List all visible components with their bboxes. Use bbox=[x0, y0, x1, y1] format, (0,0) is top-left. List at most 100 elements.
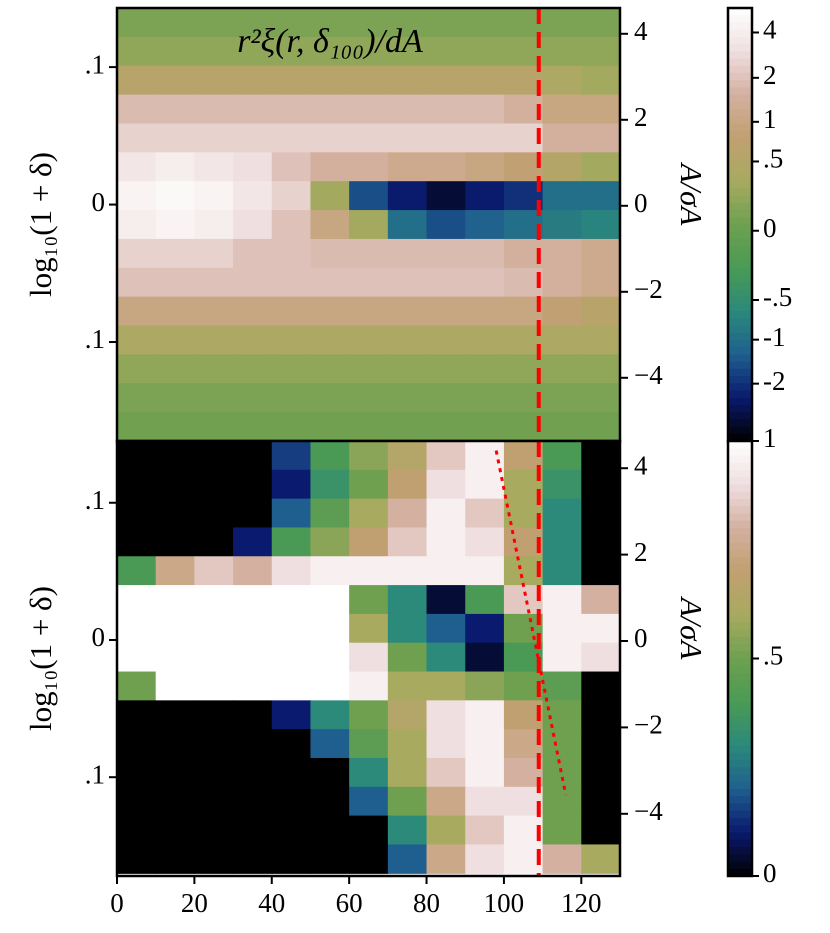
heatmap-cell bbox=[194, 412, 234, 441]
heatmap-cell bbox=[194, 556, 234, 586]
colorbar-strip bbox=[728, 636, 752, 645]
colorbar-strip bbox=[728, 694, 752, 703]
heatmap-cell bbox=[349, 210, 389, 240]
heatmap-cell bbox=[465, 267, 505, 298]
y2-tick-label: −4 bbox=[634, 360, 663, 390]
heatmap-cell bbox=[542, 700, 582, 730]
heatmap-cell bbox=[542, 210, 582, 240]
heatmap-cell bbox=[581, 325, 620, 355]
y-axis-label: log₁₀(1 + δ) bbox=[23, 586, 58, 731]
colorbar-strip bbox=[728, 36, 752, 45]
heatmap-cell bbox=[426, 469, 466, 500]
colorbar-strip bbox=[728, 267, 752, 276]
heatmap-cell bbox=[310, 65, 350, 96]
colorbar-strip bbox=[728, 455, 752, 464]
colorbar-strip bbox=[728, 145, 752, 153]
heatmap-cell bbox=[117, 296, 157, 327]
heatmap-cell bbox=[465, 36, 505, 67]
colorbar-strip bbox=[728, 716, 752, 725]
heatmap-cell bbox=[581, 152, 620, 182]
heatmap-cell bbox=[117, 412, 157, 441]
heatmap-cell bbox=[465, 585, 505, 615]
colorbar-strip bbox=[728, 789, 752, 797]
colorbar-strip bbox=[728, 253, 752, 262]
heatmap-cell bbox=[387, 36, 428, 67]
heatmap-cell bbox=[194, 498, 234, 529]
colorbar-strip bbox=[728, 578, 752, 587]
heatmap-cell bbox=[194, 642, 234, 673]
heatmap-cell bbox=[233, 441, 273, 471]
heatmap-cell bbox=[155, 441, 195, 471]
heatmap-cell bbox=[349, 469, 389, 500]
heatmap-cell bbox=[310, 441, 350, 471]
heatmap-cell bbox=[194, 671, 234, 701]
heatmap-cell bbox=[426, 94, 466, 125]
heatmap-cell bbox=[503, 585, 544, 615]
y2-tick-label: −2 bbox=[634, 710, 663, 740]
heatmap-cell bbox=[465, 8, 505, 38]
x-tick-label: 100 bbox=[484, 888, 525, 918]
colorbar-strip bbox=[728, 101, 752, 110]
heatmap-cell bbox=[233, 498, 273, 529]
heatmap-cell bbox=[117, 556, 157, 586]
heatmap-cell bbox=[155, 642, 195, 673]
colorbar-strip bbox=[728, 535, 752, 544]
heatmap-cell bbox=[117, 8, 157, 38]
colorbar-strip bbox=[728, 600, 752, 609]
heatmap-cell bbox=[233, 412, 273, 441]
heatmap-cell bbox=[310, 498, 350, 529]
colorbar-tick-label: 4 bbox=[763, 15, 777, 45]
colorbar-strip bbox=[728, 376, 752, 384]
heatmap-cell bbox=[271, 210, 312, 240]
heatmap-cell bbox=[310, 700, 350, 730]
heatmap-cell bbox=[233, 729, 273, 759]
chart-title: r²ξ(r, δ₁₀₀)/dA bbox=[237, 23, 423, 60]
heatmap-cell bbox=[542, 613, 582, 644]
heatmap-cell bbox=[581, 613, 620, 644]
heatmap-cell bbox=[233, 210, 273, 240]
heatmap-cell bbox=[155, 210, 195, 240]
heatmap-cell bbox=[581, 729, 620, 759]
heatmap-cell bbox=[117, 498, 157, 529]
heatmap-cell bbox=[581, 469, 620, 500]
heatmap-cell bbox=[271, 757, 312, 788]
heatmap-cell bbox=[194, 527, 234, 557]
heatmap-cell bbox=[117, 65, 157, 96]
heatmap-cell bbox=[271, 671, 312, 701]
colorbar-strip bbox=[728, 289, 752, 298]
x-tick-label: 80 bbox=[413, 888, 440, 918]
heatmap-cell bbox=[542, 65, 582, 96]
heatmap-cell bbox=[465, 700, 505, 730]
heatmap-cell bbox=[542, 642, 582, 673]
heatmap-cell bbox=[542, 441, 582, 471]
colorbar-strip bbox=[728, 426, 752, 435]
heatmap-cell bbox=[271, 383, 312, 413]
heatmap-cell bbox=[426, 815, 466, 846]
heatmap-cell bbox=[271, 815, 312, 846]
colorbar-strip bbox=[728, 673, 752, 681]
heatmap-cell bbox=[349, 700, 389, 730]
heatmap-cell bbox=[117, 383, 157, 413]
heatmap-cell bbox=[233, 642, 273, 673]
heatmap-cell bbox=[310, 210, 350, 240]
heatmap-cell bbox=[503, 815, 544, 846]
heatmap-cell bbox=[194, 181, 234, 211]
heatmap-cell bbox=[542, 844, 582, 874]
heatmap-cell bbox=[271, 354, 312, 384]
heatmap-cell bbox=[155, 65, 195, 96]
heatmap-cell bbox=[581, 642, 620, 673]
heatmap-cell bbox=[194, 815, 234, 846]
heatmap-cell bbox=[194, 36, 234, 67]
heatmap-cell bbox=[349, 729, 389, 759]
colorbar-strip bbox=[728, 8, 752, 16]
heatmap-cell bbox=[503, 36, 544, 67]
heatmap-cell bbox=[233, 815, 273, 846]
heatmap-cell bbox=[117, 815, 157, 846]
heatmap-cell bbox=[117, 123, 157, 153]
colorbar-strip bbox=[728, 680, 752, 689]
heatmap-cell bbox=[426, 498, 466, 529]
colorbar-strip bbox=[728, 520, 752, 529]
heatmap-cell bbox=[117, 844, 157, 874]
heatmap-cell bbox=[465, 383, 505, 413]
colorbar-tick-label: .5 bbox=[763, 144, 783, 174]
